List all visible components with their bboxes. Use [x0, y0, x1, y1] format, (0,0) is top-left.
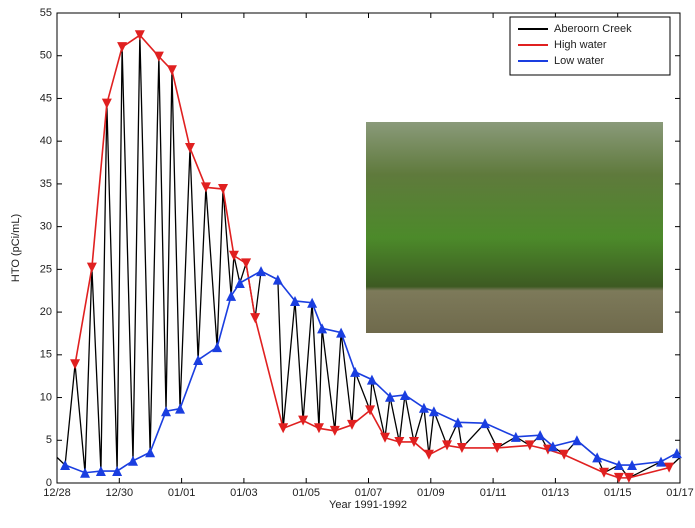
marker [627, 460, 638, 471]
marker [313, 423, 324, 434]
marker [394, 436, 405, 447]
marker [200, 182, 211, 193]
marker [452, 417, 463, 428]
marker [80, 467, 91, 478]
marker [234, 278, 245, 289]
marker [134, 30, 145, 41]
marker [384, 391, 395, 402]
marker [228, 250, 239, 261]
marker [346, 419, 357, 430]
y-tick-label: 10 [40, 391, 52, 403]
photo [366, 122, 663, 333]
marker [166, 65, 177, 76]
marker [547, 441, 558, 452]
x-tick-label: 01/05 [292, 487, 320, 499]
legend-label: Aberoorn Creek [554, 23, 632, 35]
marker [60, 460, 71, 471]
marker [112, 466, 123, 477]
marker [95, 466, 106, 477]
marker [278, 423, 289, 434]
x-tick-label: 01/11 [480, 487, 507, 499]
marker [70, 359, 81, 370]
y-tick-label: 50 [40, 50, 52, 62]
x-tick-label: 01/01 [168, 487, 196, 499]
marker [480, 418, 491, 429]
marker [153, 51, 164, 62]
marker [655, 456, 666, 467]
marker [623, 472, 634, 483]
marker [250, 313, 261, 324]
marker [317, 323, 328, 334]
legend-label: Low water [554, 55, 604, 67]
marker [185, 143, 196, 154]
marker [366, 374, 377, 385]
marker [408, 436, 419, 447]
marker [336, 327, 347, 338]
x-tick-label: 12/30 [106, 487, 134, 499]
marker [307, 297, 318, 308]
marker [492, 442, 503, 453]
x-tick-label: 01/13 [542, 487, 570, 499]
marker [241, 258, 252, 269]
x-tick-label: 12/28 [43, 487, 71, 499]
marker [350, 366, 361, 377]
marker [175, 403, 186, 414]
x-tick-label: 01/17 [666, 487, 694, 499]
marker [399, 389, 410, 400]
marker [524, 440, 535, 451]
marker [598, 467, 609, 478]
y-tick-label: 0 [46, 477, 52, 489]
y-tick-label: 35 [40, 178, 52, 190]
marker [218, 184, 229, 195]
y-tick-label: 20 [40, 306, 52, 318]
x-axis-label: Year 1991-1992 [329, 499, 407, 511]
marker [101, 98, 112, 109]
legend-label: High water [554, 39, 607, 51]
marker [664, 462, 675, 473]
marker [441, 440, 452, 451]
marker [428, 406, 439, 417]
marker [193, 354, 204, 365]
marker [145, 447, 156, 458]
marker [289, 295, 300, 306]
marker [117, 42, 128, 53]
marker [298, 415, 309, 426]
marker [365, 405, 376, 416]
marker [212, 342, 223, 353]
marker [571, 435, 582, 446]
marker [613, 472, 624, 483]
x-tick-label: 01/07 [355, 487, 383, 499]
y-tick-label: 30 [40, 221, 52, 233]
marker [161, 406, 172, 417]
y-tick-label: 40 [40, 135, 52, 147]
marker [613, 460, 624, 471]
marker [256, 266, 267, 277]
y-tick-label: 5 [46, 434, 52, 446]
y-axis-label: HTO (pCi/mL) [10, 214, 22, 282]
marker [272, 274, 283, 285]
y-tick-label: 55 [40, 7, 52, 19]
marker [535, 430, 546, 441]
marker [671, 448, 682, 459]
marker [510, 431, 521, 442]
marker [423, 449, 434, 460]
marker [86, 262, 97, 273]
marker [456, 442, 467, 453]
y-tick-label: 45 [40, 92, 52, 104]
marker [380, 432, 391, 443]
marker [559, 449, 570, 460]
marker [592, 452, 603, 463]
x-tick-label: 01/03 [230, 487, 258, 499]
marker [128, 455, 139, 466]
marker [226, 290, 237, 301]
y-tick-label: 25 [40, 263, 52, 275]
marker [329, 425, 340, 436]
y-tick-label: 15 [40, 349, 52, 361]
marker [418, 402, 429, 413]
x-tick-label: 01/09 [417, 487, 445, 499]
x-tick-label: 01/15 [604, 487, 632, 499]
